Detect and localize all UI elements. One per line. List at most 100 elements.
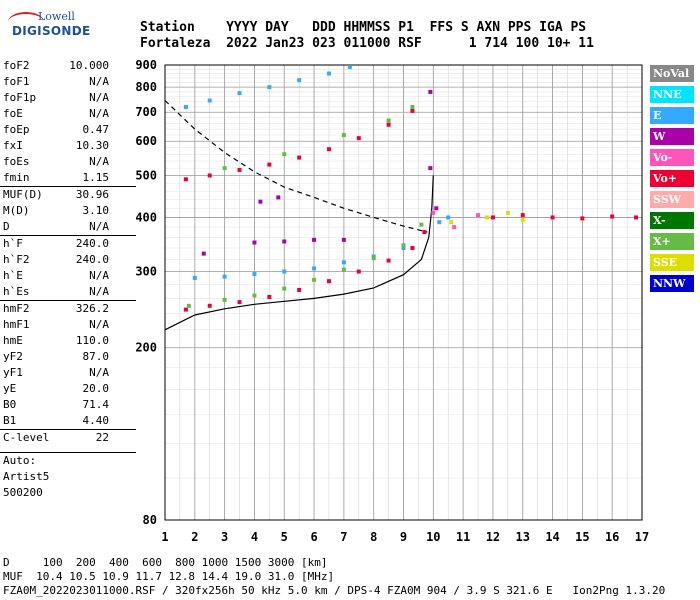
param-row: yE 20.0 xyxy=(0,381,136,397)
param-label: foF1 xyxy=(3,75,30,88)
param-label: C-level xyxy=(3,431,50,444)
param-label: foE xyxy=(3,107,23,120)
legend-item-x-: X+ xyxy=(650,233,694,250)
echo-point-vo- xyxy=(490,215,495,220)
echo-point-vo- xyxy=(452,225,457,230)
echo-point-vo- xyxy=(237,300,242,305)
x-tick-label: 3 xyxy=(221,530,228,544)
param-row: h`E N/A xyxy=(0,268,136,284)
x-tick-label: 17 xyxy=(635,530,649,544)
param-label: foEs xyxy=(3,155,30,168)
y-tick-label: 400 xyxy=(135,210,157,224)
param-value: 0.47 xyxy=(82,123,110,136)
param-row: B1 4.40 xyxy=(0,413,136,429)
echo-point-e xyxy=(237,91,242,96)
header-labels: Station YYYY DAY DDD HHMMSS P1 FFS S AXN… xyxy=(140,20,587,35)
echo-point-w xyxy=(201,251,206,256)
param-row: foEs N/A xyxy=(0,154,136,170)
x-tick-label: 14 xyxy=(545,530,559,544)
digisonde-logo: Lowell DIGISONDE xyxy=(8,10,108,42)
param-value: 110.0 xyxy=(75,334,109,347)
echo-point-w xyxy=(258,199,263,204)
param-row: yF2 87.0 xyxy=(0,349,136,365)
echo-point-vo- xyxy=(520,213,525,218)
echo-point-sse xyxy=(449,220,454,225)
param-value: N/A xyxy=(89,155,109,168)
station-header: Station YYYY DAY DDD HHMMSS P1 FFS S AXN… xyxy=(140,20,594,52)
logo-lowell: Lowell xyxy=(38,10,75,23)
line-profile xyxy=(164,175,434,331)
echo-point-x- xyxy=(410,104,415,109)
y-tick-label: 900 xyxy=(135,58,157,72)
param-label: yE xyxy=(3,382,17,395)
legend-item-nnw: NNW xyxy=(650,275,694,292)
echo-point-vo- xyxy=(183,177,188,182)
echo-point-e xyxy=(347,65,352,70)
param-row: D N/A xyxy=(0,219,136,235)
param-value: 10.000 xyxy=(69,59,109,72)
echo-point-vo- xyxy=(550,215,555,220)
echo-point-x- xyxy=(401,243,406,248)
param-value: 30.96 xyxy=(75,188,109,201)
echo-point-w xyxy=(434,206,439,211)
param-label: foF2 xyxy=(3,59,30,72)
param-label: hmF1 xyxy=(3,318,30,331)
legend-item-ssw: SSW xyxy=(650,191,694,208)
param-row: foF1 N/A xyxy=(0,74,136,90)
param-row: foE N/A xyxy=(0,106,136,122)
echo-point-e xyxy=(192,275,197,280)
param-value: N/A xyxy=(89,285,109,298)
param-label: h`Es xyxy=(3,285,30,298)
echo-point-vo- xyxy=(634,215,639,220)
param-label: D xyxy=(3,220,10,233)
echo-point-vo- xyxy=(386,122,391,127)
x-tick-label: 10 xyxy=(426,530,440,544)
echo-point-sse xyxy=(505,210,510,215)
y-tick-label: 200 xyxy=(135,341,157,355)
x-tick-label: 1 xyxy=(161,530,168,544)
x-tick-label: 7 xyxy=(340,530,347,544)
y-tick-label: 800 xyxy=(135,80,157,94)
echo-point-x- xyxy=(419,222,424,227)
param-row: h`Es N/A xyxy=(0,284,136,300)
param-label: h`E xyxy=(3,269,23,282)
echo-point-e xyxy=(437,220,442,225)
param-value: 20.0 xyxy=(82,382,110,395)
x-tick-label: 2 xyxy=(191,530,198,544)
legend: NoVal NNE E W Vo- Vo+ SSW X- X+ SSE NNW xyxy=(650,65,694,296)
echo-point-sse xyxy=(484,215,489,220)
echo-point-e xyxy=(282,269,287,274)
y-tick-label: 700 xyxy=(135,105,157,119)
param-value: 1.15 xyxy=(82,171,110,184)
param-row: hmE 110.0 xyxy=(0,333,136,349)
param-label: foEp xyxy=(3,123,30,136)
echo-point-e xyxy=(401,245,406,250)
legend-item-noval: NoVal xyxy=(650,65,694,82)
param-row: fxI 10.30 xyxy=(0,138,136,154)
footer-distance-line: D 100 200 400 600 800 1000 1500 3000 [km… xyxy=(3,556,328,569)
auto-divider xyxy=(0,452,136,453)
footer: D 100 200 400 600 800 1000 1500 3000 [km… xyxy=(3,556,665,598)
param-value: N/A xyxy=(89,318,109,331)
param-label: B1 xyxy=(3,414,17,427)
auto-line: Artist5 xyxy=(3,470,50,483)
echo-point-vo- xyxy=(410,108,415,113)
param-value: N/A xyxy=(89,107,109,120)
footer-file-line: FZA0M_2022023011000.RSF / 320fx256h 50 k… xyxy=(3,584,666,597)
y-tick-label: 500 xyxy=(135,168,157,182)
auto-line: Auto: xyxy=(3,454,37,467)
echo-point-vo- xyxy=(237,167,242,172)
param-value: 240.0 xyxy=(75,237,109,250)
echo-point-x- xyxy=(341,267,346,272)
echo-point-vo- xyxy=(356,269,361,274)
param-label: h`F xyxy=(3,237,23,250)
y-tick-label: 600 xyxy=(135,134,157,148)
x-tick-label: 9 xyxy=(400,530,407,544)
param-row: C-level 22 xyxy=(0,429,136,446)
echo-point-w xyxy=(312,237,317,242)
x-tick-label: 13 xyxy=(516,530,530,544)
param-row: MUF(D) 30.96 xyxy=(0,186,136,203)
param-label: h`F2 xyxy=(3,253,30,266)
echo-point-e xyxy=(326,71,331,76)
echo-point-vo- xyxy=(386,258,391,263)
